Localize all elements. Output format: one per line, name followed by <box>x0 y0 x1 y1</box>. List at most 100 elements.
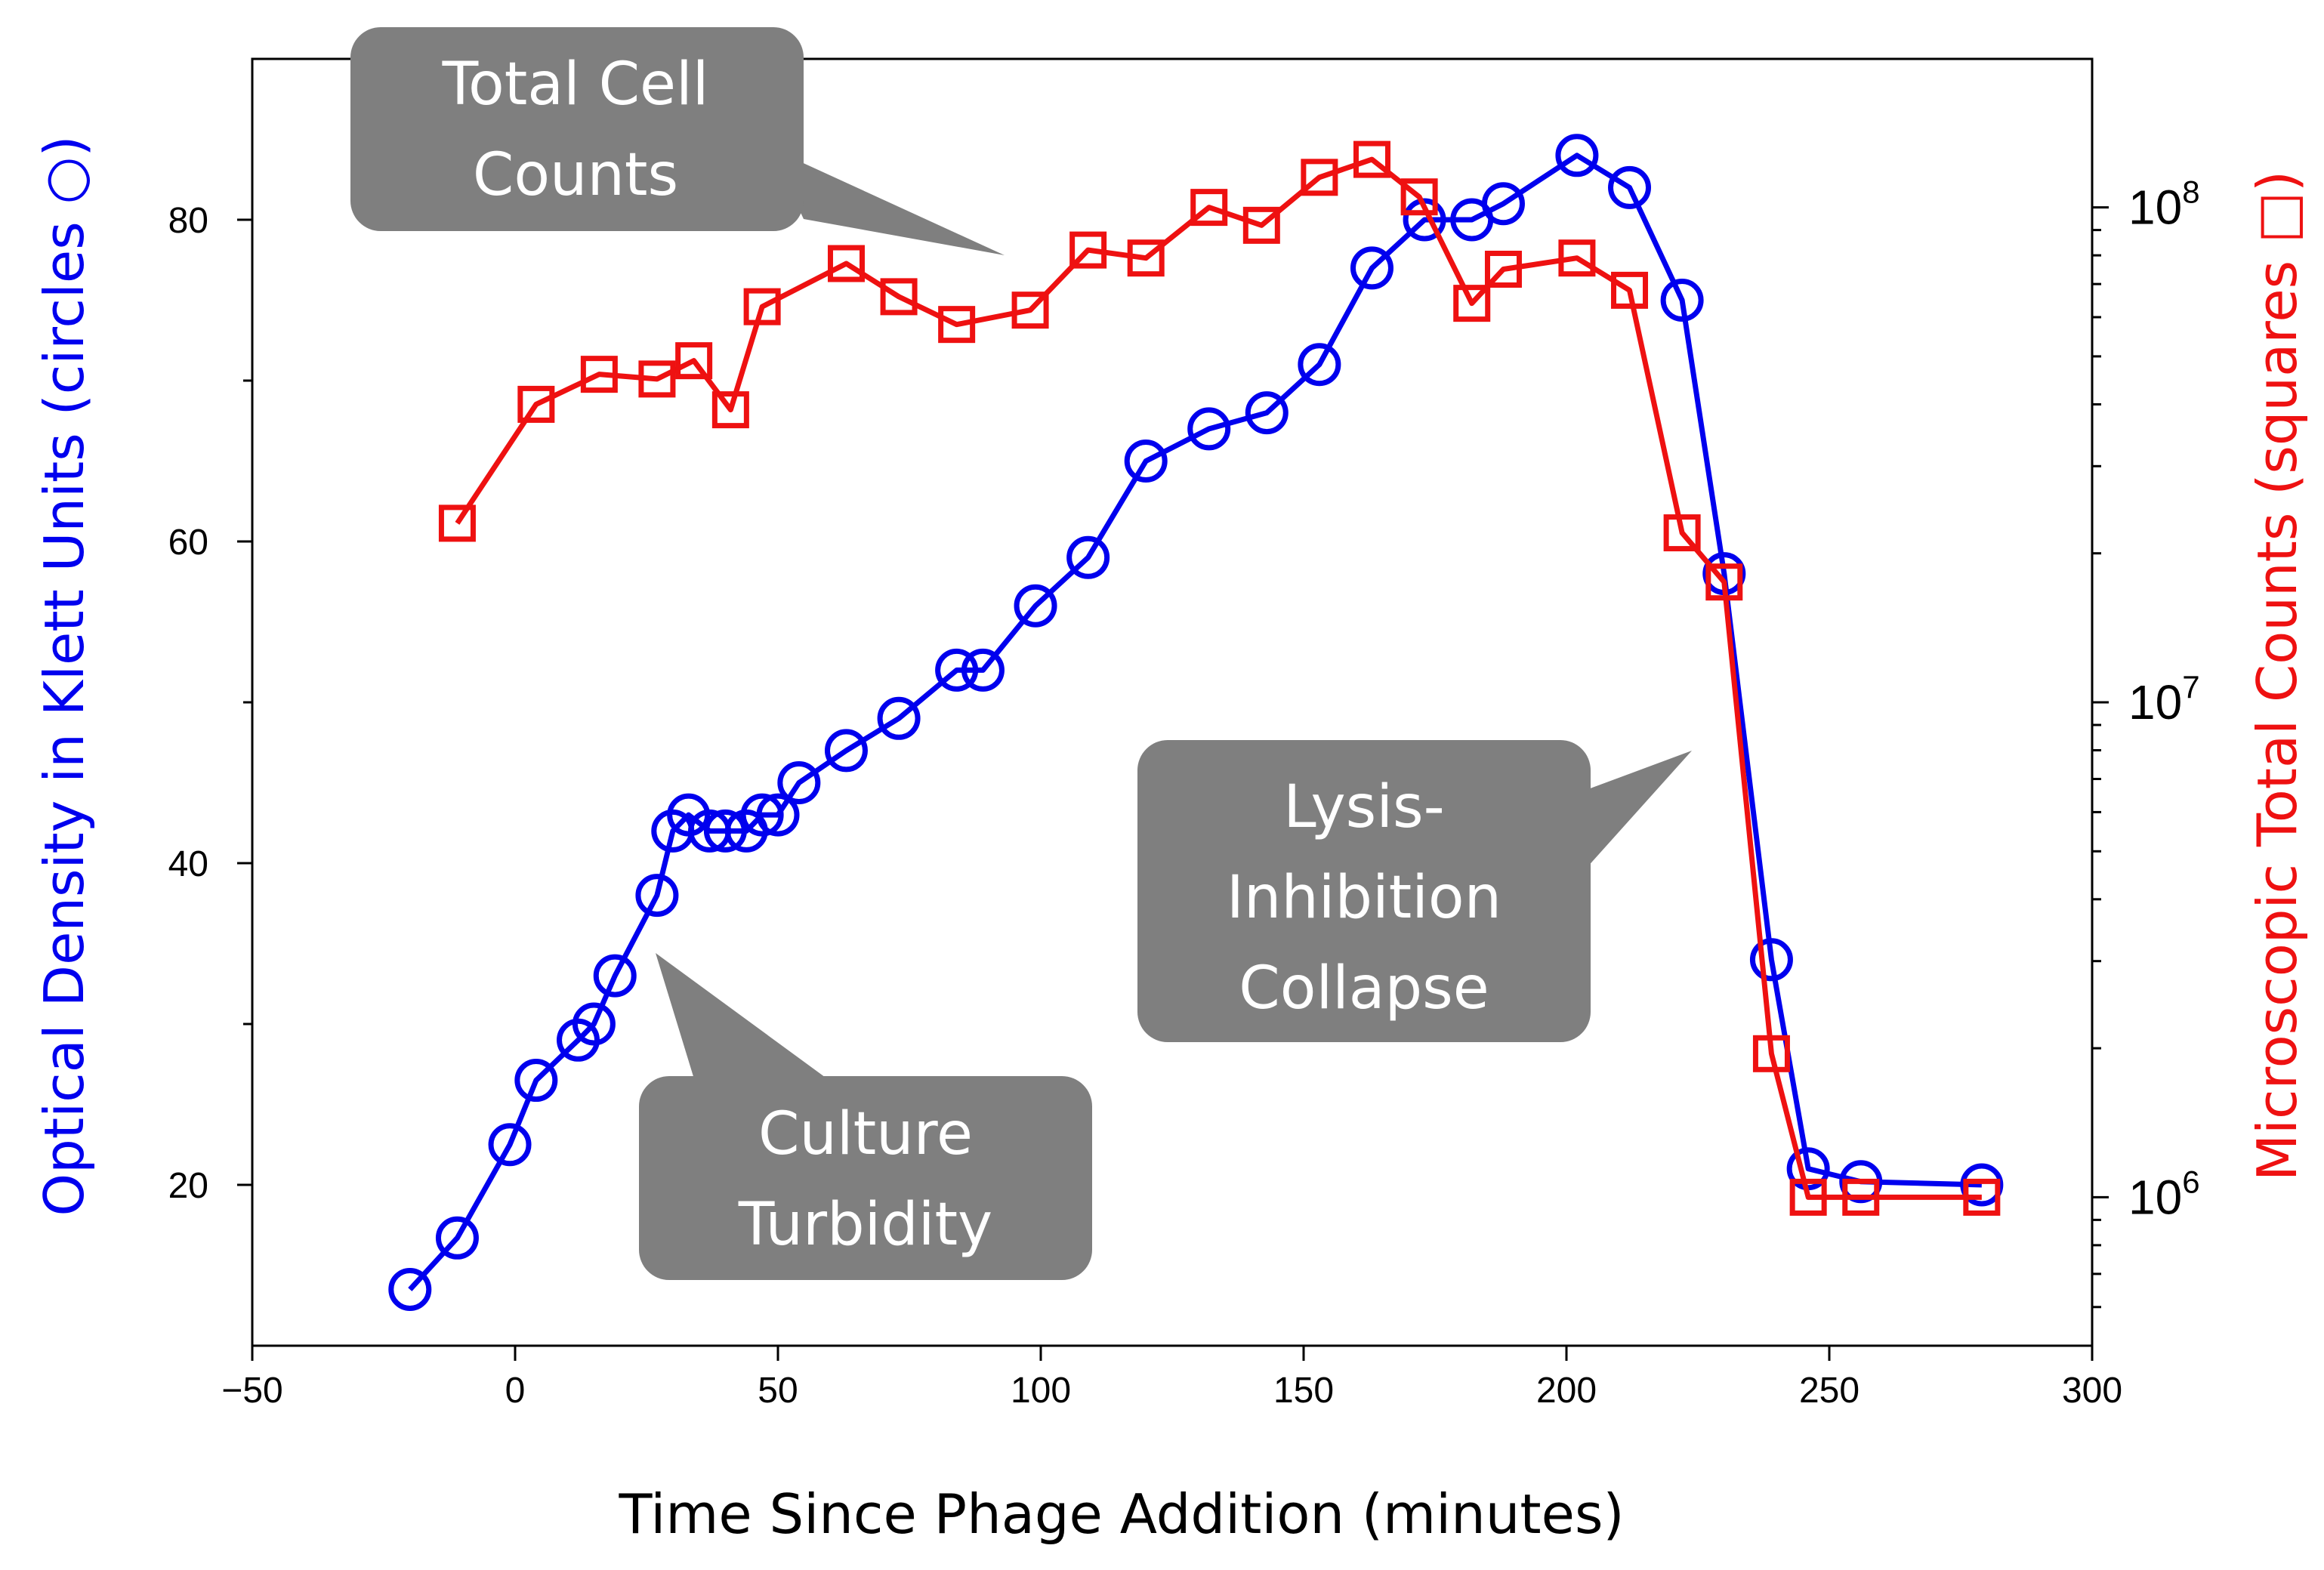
y2-tick-exponent: 6 <box>2182 1164 2199 1199</box>
callout-box <box>639 1076 1092 1280</box>
x-tick-label: 0 <box>505 1371 526 1411</box>
y-tick-label: 60 <box>168 523 208 563</box>
od-data-point <box>756 793 800 837</box>
y2-tick-base: 10 <box>2128 675 2182 729</box>
od-data-point <box>824 729 868 773</box>
callout-pointer <box>1586 751 1692 868</box>
count-data-point <box>638 360 676 398</box>
y-tick-label: 80 <box>168 201 208 241</box>
count-data-point <box>1842 1178 1880 1216</box>
count-data-point <box>1069 231 1107 269</box>
od-data-point <box>1187 407 1231 451</box>
od-data-point <box>1350 246 1393 290</box>
count-data-point <box>1301 159 1338 196</box>
od-data-point <box>877 696 921 740</box>
callout-text-line: Total Cell <box>442 51 709 119</box>
count-data-point <box>1663 514 1701 552</box>
count-data-point <box>1705 563 1743 601</box>
count-data-point <box>1963 1178 2001 1216</box>
od-data-point <box>961 648 1005 692</box>
od-data-point <box>488 1123 532 1167</box>
callout-box <box>350 27 804 231</box>
count-data-point <box>517 385 555 423</box>
count-data-point <box>1558 239 1596 277</box>
y2-tick-label: 107 <box>2128 669 2200 729</box>
callout-text-line: Culture <box>758 1100 973 1168</box>
callout-pointer <box>656 953 831 1081</box>
od-data-point <box>777 761 821 804</box>
count-data-point <box>711 391 749 429</box>
y2-tick-base: 10 <box>2128 1170 2182 1224</box>
od-data-point <box>388 1267 432 1311</box>
od-data-point <box>1066 535 1110 579</box>
callout-pointer <box>770 148 1005 255</box>
od-data-point <box>1660 279 1704 322</box>
count-data-point <box>1752 1035 1790 1072</box>
y2-tick-label: 108 <box>2128 174 2200 235</box>
od-data-point <box>1839 1160 1883 1204</box>
annotations: Total Cell Counts Lysis- Inhibition Collapse… <box>350 27 1692 1280</box>
od-data-point <box>514 1059 558 1103</box>
count-data-point <box>1127 239 1165 277</box>
x-tick-label: 50 <box>758 1371 798 1411</box>
y2-tick-base: 10 <box>2128 180 2182 235</box>
x-tick-label: 300 <box>2062 1371 2122 1411</box>
od-data-point <box>1481 182 1525 226</box>
od-data-point <box>435 1216 479 1260</box>
y-tick-label: 20 <box>168 1166 208 1206</box>
od-series-line <box>408 153 1982 1291</box>
y-tick-label: 40 <box>168 844 208 884</box>
od-data-point <box>635 874 679 918</box>
x-tick-label: 250 <box>1799 1371 1860 1411</box>
callout-text-line: Lysis- <box>1283 773 1445 841</box>
count-data-point <box>580 356 618 393</box>
count-data-point <box>1190 189 1228 227</box>
x-tick-label: 200 <box>1536 1371 1597 1411</box>
y2-tick-exponent: 7 <box>2182 669 2199 705</box>
od-data-point <box>703 809 747 853</box>
callout-text-line: Collapse <box>1239 955 1489 1023</box>
callout-box <box>1137 740 1591 1042</box>
series-layer <box>388 134 2004 1311</box>
od-data-point <box>1608 165 1652 209</box>
callout-text-line: Inhibition <box>1227 864 1501 932</box>
od-data-point <box>1298 343 1341 387</box>
od-data-point <box>1245 391 1289 435</box>
od-data-point <box>1555 134 1599 177</box>
od-data-point <box>1124 440 1168 483</box>
y2-tick-label: 106 <box>2128 1164 2200 1224</box>
x-tick-label: 100 <box>1011 1371 1071 1411</box>
count-data-point <box>438 504 476 542</box>
count-series-line <box>455 156 1982 1200</box>
y-axis-label: Optical Density in Klett Units (circles … <box>32 135 96 1216</box>
x-tick-label: 150 <box>1273 1371 1334 1411</box>
od-data-point <box>1749 938 1793 982</box>
count-data-point <box>1611 271 1649 309</box>
x-tick-label: −50 <box>221 1371 282 1411</box>
y2-axis-label: Microscopic Total Counts (squares □) <box>2245 171 2309 1181</box>
callout-text-line: Counts <box>473 141 678 209</box>
od-data-point <box>740 793 784 837</box>
callout-text-line: Turbidity <box>738 1191 992 1259</box>
y2-tick-exponent: 8 <box>2182 174 2199 210</box>
od-data-point <box>1960 1163 2004 1207</box>
count-data-point <box>1789 1178 1827 1216</box>
count-data-point <box>743 288 781 325</box>
count-data-point <box>827 245 865 282</box>
count-data-point <box>675 342 713 380</box>
od-data-point <box>593 954 637 998</box>
count-data-point <box>880 278 918 316</box>
count-data-point <box>938 306 976 344</box>
count-data-point <box>1353 140 1390 178</box>
count-data-point <box>1011 291 1049 329</box>
count-data-point <box>1242 206 1280 244</box>
od-data-point <box>572 1002 616 1046</box>
od-data-point <box>1014 584 1057 628</box>
od-data-point <box>935 648 979 692</box>
count-data-point <box>1453 285 1491 322</box>
x-axis-label: Time Since Phage Addition (minutes) <box>618 1482 1624 1546</box>
count-data-point <box>1400 178 1438 216</box>
count-data-point <box>1484 250 1522 288</box>
